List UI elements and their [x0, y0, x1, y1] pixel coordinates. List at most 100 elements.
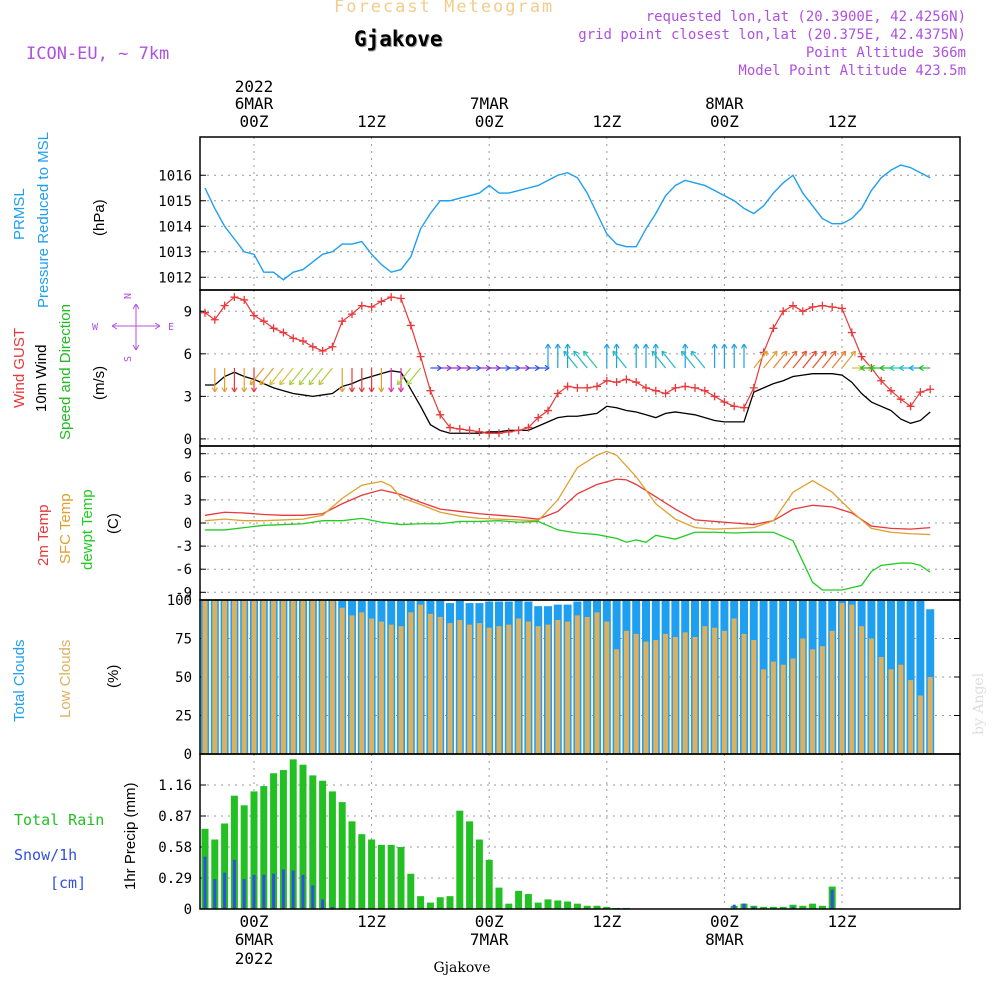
- gust-marker: [691, 383, 699, 392]
- wind-arrowhead: [358, 387, 365, 393]
- rain-bar: [524, 894, 532, 909]
- super-title: Forecast Meteogram: [334, 0, 555, 17]
- rain-bar: [505, 903, 513, 909]
- compass-rose: [111, 303, 161, 351]
- gust-marker: [926, 385, 935, 394]
- wind-arrow: [821, 350, 837, 369]
- wind-arrowhead: [406, 379, 413, 386]
- wind-label-10m: 10m Wind: [33, 344, 50, 412]
- temp-label-dewpt: dewpt Temp: [79, 489, 96, 570]
- wind-arrowhead: [603, 343, 610, 349]
- y-tick-label: -6: [175, 562, 192, 578]
- gust-marker: [279, 328, 288, 337]
- low-cloud-bar: [829, 630, 835, 754]
- gust-marker: [720, 398, 729, 407]
- gust-marker: [602, 376, 611, 385]
- low-cloud-bar: [300, 600, 306, 754]
- snow-bar: [830, 889, 834, 909]
- gust-marker: [514, 426, 523, 435]
- top-hour-label: 12Z: [357, 112, 386, 131]
- snow-bar: [242, 879, 246, 909]
- wind-arrowhead: [269, 379, 275, 386]
- gust-marker: [210, 315, 219, 324]
- rain-bar: [211, 839, 219, 909]
- wind-arrow: [396, 367, 412, 386]
- tsfc-line: [204, 450, 931, 536]
- y-tick-label: 25: [175, 709, 192, 725]
- bottom-date-label: 6MAR: [235, 930, 274, 949]
- rain-bar: [534, 902, 542, 909]
- y-tick-label: 6: [184, 347, 192, 363]
- snow-bar: [232, 859, 236, 909]
- low-cloud-bar: [663, 633, 669, 754]
- model-label: ICON-EU, ~ 7km: [26, 44, 170, 64]
- precip-label-rain: Total Rain: [14, 811, 104, 829]
- wind-arrowhead: [721, 343, 728, 349]
- low-cloud-bar: [888, 669, 894, 754]
- pressure-unit: (hPa): [91, 199, 108, 236]
- bottom-year-label: 2022: [235, 949, 274, 968]
- low-cloud-bar: [516, 618, 522, 754]
- y-tick-label: 0: [184, 432, 192, 448]
- y-tick-label: 1015: [158, 194, 192, 210]
- gust-marker: [818, 301, 827, 310]
- rain-bar: [466, 821, 474, 909]
- gust-marker: [544, 406, 552, 415]
- snow-bar: [301, 874, 305, 909]
- wind-arrow: [298, 367, 314, 386]
- wind-label-gust: Wind GUST: [11, 328, 28, 408]
- low-cloud-bar: [927, 677, 933, 754]
- low-cloud-bar: [290, 600, 296, 754]
- gust-marker: [495, 429, 503, 438]
- low-cloud-bar: [565, 621, 571, 754]
- total-cloud-bar: [916, 600, 925, 754]
- wind-arrow: [259, 367, 275, 386]
- wind-arrow: [782, 350, 798, 369]
- snow-bar: [321, 899, 325, 909]
- wind-arrow: [612, 350, 627, 369]
- snow-bar: [262, 874, 266, 909]
- requested-coords: requested lon,lat (20.3900E, 42.4256N): [645, 9, 966, 25]
- wind-arrowhead: [633, 343, 640, 349]
- gust-marker: [357, 301, 366, 310]
- low-cloud-bar: [369, 618, 375, 754]
- wind-arrowhead: [368, 387, 375, 393]
- y-tick-label: 1013: [158, 245, 192, 261]
- wind-arrowhead: [211, 387, 218, 393]
- pressure-line: [204, 164, 931, 281]
- low-cloud-bar: [682, 632, 688, 754]
- low-cloud-bar: [594, 612, 600, 754]
- low-cloud-bar: [849, 604, 855, 754]
- y-tick-label: 3: [184, 389, 192, 405]
- rain-bar: [769, 906, 777, 909]
- low-cloud-bar: [761, 669, 767, 754]
- gust-marker: [710, 392, 719, 401]
- wind-arrowhead: [249, 379, 256, 386]
- low-cloud-bar: [535, 626, 541, 754]
- gust-marker: [446, 423, 454, 432]
- gust-marker: [622, 375, 631, 384]
- rain-bar: [779, 906, 787, 909]
- low-cloud-bar: [398, 626, 404, 754]
- low-cloud-bar: [790, 658, 796, 754]
- gust-marker: [828, 303, 837, 312]
- wind-arrowhead: [563, 350, 569, 357]
- top-hour-label: 00Z: [240, 112, 269, 131]
- low-cloud-bar: [349, 615, 355, 754]
- rain-bar: [809, 903, 817, 909]
- wind-arrowhead: [680, 350, 687, 357]
- wind-arrow: [841, 350, 856, 369]
- wind-arrowhead: [612, 350, 618, 357]
- clouds-label-low: Low Clouds: [57, 640, 74, 718]
- low-cloud-bar: [222, 600, 228, 754]
- wind-arrow: [661, 350, 676, 369]
- low-cloud-bar: [476, 623, 482, 754]
- pressure-label-prmsl: PRMSL: [11, 188, 28, 240]
- y-tick-label: 0: [184, 747, 192, 763]
- rain-bar: [495, 887, 503, 909]
- bottom-date-label: 7MAR: [470, 930, 509, 949]
- rain-bar: [436, 897, 444, 909]
- low-cloud-bar: [310, 600, 316, 754]
- y-tick-label: 0: [184, 516, 192, 532]
